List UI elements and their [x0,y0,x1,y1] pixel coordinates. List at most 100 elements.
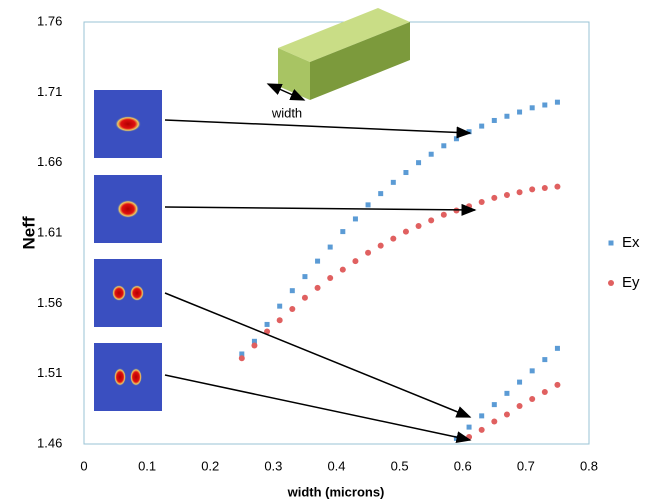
x-tick-label: 0.6 [454,458,472,473]
annotation: width [271,105,302,120]
data-point [315,285,321,291]
y-axis-title: Neff [19,216,38,249]
data-point [302,295,308,301]
data-point [554,184,560,190]
data-point [239,355,245,361]
data-point [289,306,295,312]
legend-label: Ex [622,234,640,251]
data-point [454,136,459,141]
data-point [517,110,522,115]
y-tick-label: 1.61 [37,224,62,239]
data-point [340,229,345,234]
x-tick-label: 0.7 [517,458,535,473]
y-tick-label: 1.76 [37,13,62,28]
data-point [554,382,560,388]
y-tick-label: 1.51 [37,365,62,380]
x-tick-label: 0.1 [138,458,156,473]
mode-blob [112,285,126,301]
legend-marker [608,280,614,286]
data-point [315,259,320,264]
data-point [504,192,510,198]
pointer-arrows [165,120,475,440]
chart: width width (microns) Neff 1.46 1.51 1.56 1… [0,0,656,504]
data-point [403,229,409,235]
data-point [391,180,396,185]
data-point [492,118,497,123]
data-point [416,160,421,165]
pointer-arrow [165,375,470,440]
legend-marker [609,241,614,246]
data-point [555,346,560,351]
mode-blob [117,200,139,218]
data-point [517,403,523,409]
x-tick-label: 0.4 [327,458,345,473]
data-point [504,114,509,119]
data-point [555,100,560,105]
legend-label: Ey [622,274,640,291]
data-point [290,288,295,293]
data-point [265,322,270,327]
data-point [428,217,434,223]
data-point [479,427,485,433]
data-point [530,105,535,110]
data-point [542,389,548,395]
x-axis-title: width (microns) [287,484,385,499]
data-point [491,418,497,424]
x-tick-label: 0.3 [264,458,282,473]
y-tick-label: 1.56 [37,295,62,310]
data-point [517,380,522,385]
y-tick-label: 1.46 [37,435,62,450]
data-point [479,199,485,205]
data-point [542,185,548,191]
data-point [542,102,547,107]
data-point [403,170,408,175]
data-point [416,223,422,229]
marks [239,100,561,441]
y-tick-label: 1.66 [37,154,62,169]
data-point [327,275,333,281]
pointer-arrow [165,120,470,133]
data-point [251,343,257,349]
y-tick-label: 1.71 [37,84,62,99]
data-point [542,357,547,362]
data-point [504,411,510,417]
data-point [492,402,497,407]
data-point [466,203,472,209]
data-point [365,250,371,256]
data-point [378,191,383,196]
pointer-arrow [165,207,475,210]
data-point [302,274,307,279]
mode-image [94,259,162,327]
x-tick-label: 0.5 [391,458,409,473]
data-point [529,186,535,192]
data-point [467,425,472,430]
mode-blob [130,285,144,301]
data-point [390,236,396,242]
data-point [441,212,447,218]
data-point [277,304,282,309]
data-point [441,143,446,148]
mode-blob [114,368,126,386]
data-point [491,195,497,201]
mode-images [94,90,162,411]
x-tick-label: 0.2 [201,458,219,473]
data-point [429,152,434,157]
mode-blob [115,116,141,132]
data-point [530,368,535,373]
data-point [340,267,346,273]
data-point [529,396,535,402]
data-point [504,391,509,396]
x-tick-label: 0.8 [580,458,598,473]
data-point [479,413,484,418]
data-point [366,202,371,207]
data-point [353,216,358,221]
data-point [328,245,333,250]
mode-image [94,343,162,411]
data-point [517,189,523,195]
mode-blob [130,368,142,386]
x-tick-label: 0 [80,458,87,473]
data-point [378,243,384,249]
pointer-arrow [165,293,470,417]
data-point [352,258,358,264]
data-point [479,124,484,129]
